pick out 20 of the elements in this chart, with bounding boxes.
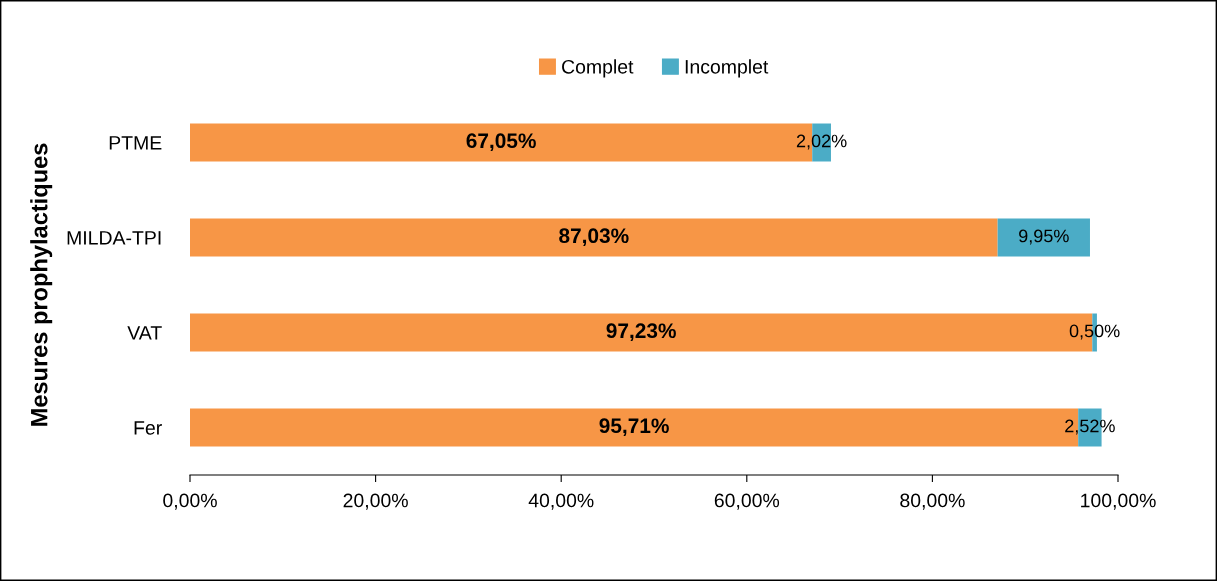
y-tick-label: Fer — [134, 421, 162, 435]
data-label: 95,71% — [599, 418, 669, 437]
data-label: 67,05% — [466, 133, 536, 152]
x-tick-label: 100,00% — [1081, 493, 1156, 510]
x-tick-label: 80,00% — [900, 493, 965, 510]
bar — [997, 218, 1090, 257]
x-tick-label: 60,00% — [714, 493, 780, 510]
y-tick-label: VAT — [127, 326, 162, 340]
y-tick-label: MILDA-TPI — [67, 231, 161, 245]
data-label: 87,03% — [559, 228, 629, 247]
y-axis-title: Mesures prophylactiques — [30, 143, 53, 426]
bar — [190, 218, 998, 257]
x-tick-label: 0,00% — [163, 493, 217, 510]
y-tick-label: PTME — [109, 136, 162, 150]
legend-label: Incomplet — [685, 59, 769, 78]
x-tick-label: 20,00% — [343, 493, 408, 510]
data-label: 9,95% — [1019, 229, 1069, 245]
data-label: 97,23% — [606, 323, 676, 342]
x-tick-label: 40,00% — [528, 493, 594, 510]
legend-label: Complet — [562, 59, 634, 78]
